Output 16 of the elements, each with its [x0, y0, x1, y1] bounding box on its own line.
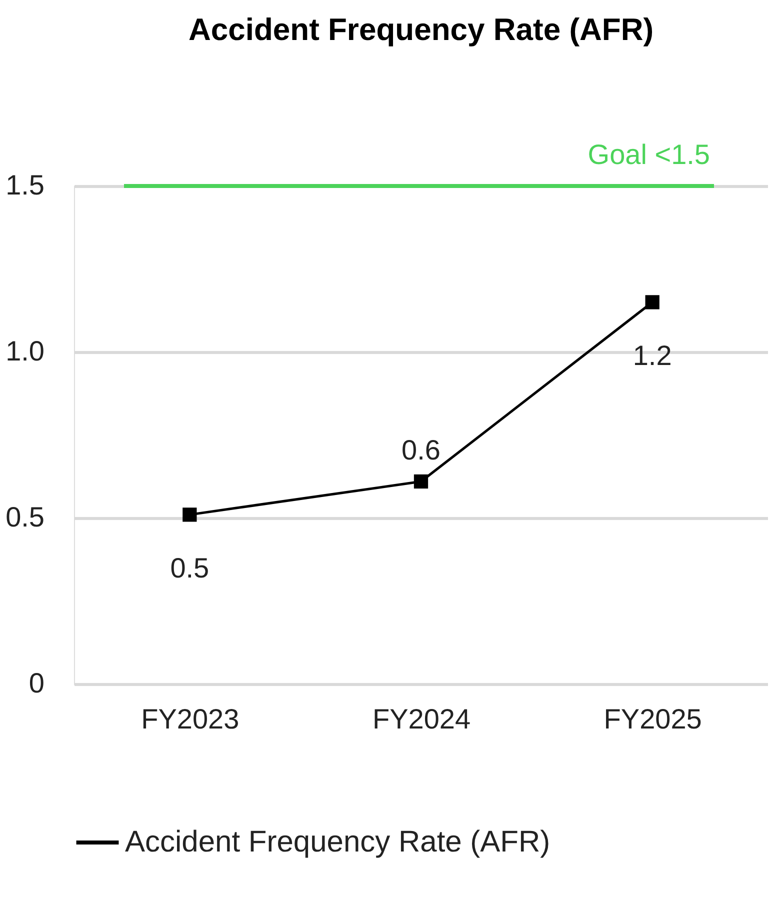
point: [645, 295, 660, 310]
data-label: 0.6: [402, 434, 440, 466]
point: [182, 508, 197, 522]
y-tick-label: 1.0: [6, 336, 44, 366]
data-label: 1.2: [632, 340, 672, 372]
data-label: 0.5: [170, 552, 210, 584]
legend-label: Accident Frequency Rate (AFR): [125, 826, 550, 858]
point: [414, 474, 428, 489]
y-tick-label: 0.5: [6, 502, 44, 532]
x-tick-label: FY2023: [141, 704, 240, 734]
x-tick-label: FY2024: [372, 704, 471, 734]
chart-title: Accident Frequency Rate (AFR): [188, 12, 654, 47]
ref-line-label: Goal <1.5: [588, 139, 710, 170]
x-tick-label: FY2025: [604, 704, 702, 734]
y-tick-label: 0: [28, 668, 44, 698]
y-tick-label: 1.5: [6, 170, 44, 200]
